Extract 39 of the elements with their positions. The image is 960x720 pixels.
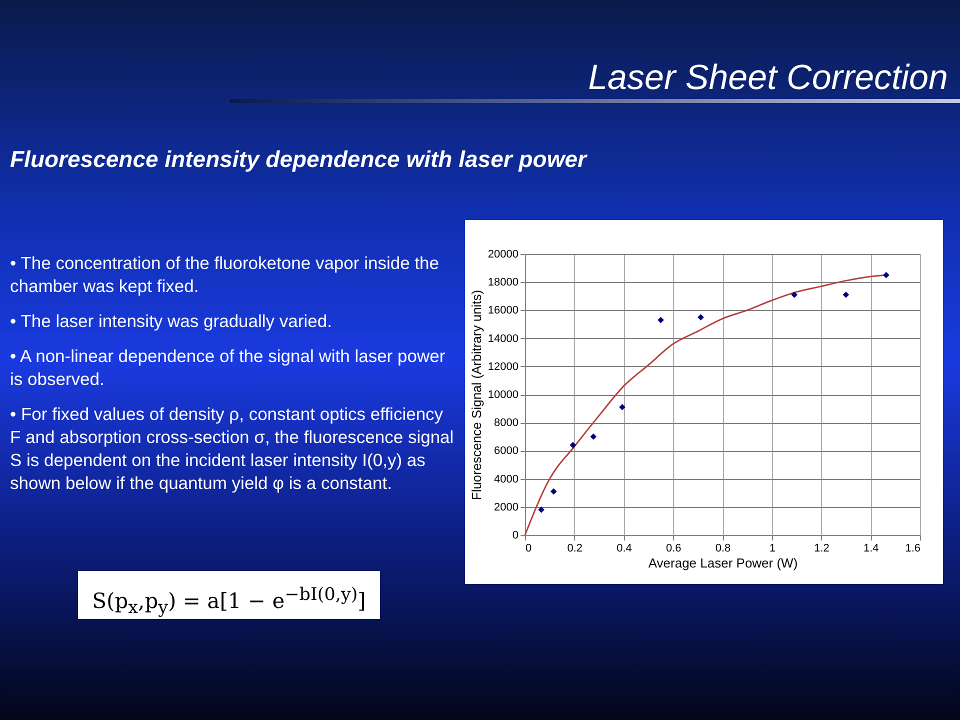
text: S(p$_{x}$,p$_{y}$) = a[1 − e$^{−bI(0,y)}$] (78, 571, 380, 619)
y-tick-label: 8000 (494, 417, 518, 430)
point (658, 316, 664, 324)
x-tick-label: 1 (769, 542, 776, 554)
text: • The laser intensity was gradually varied. (10, 310, 333, 333)
text: • The concentration of the fluoroketone vapor inside the chamber was kept fixed. (10, 252, 440, 298)
x-tick-label: 0.4 (616, 542, 632, 554)
text: • A non-linear dependence of the signal with laser power is observed. (10, 345, 446, 391)
x-tick-label: 0.2 (567, 542, 583, 554)
x-tick-label: 0.6 (666, 542, 682, 554)
point (619, 404, 626, 410)
y-tick-label: 2000 (494, 501, 518, 514)
point (698, 314, 704, 320)
text: • For fixed values of density ρ, constant optics efficiency F and absorption cross-section σ, the fluorescence signal S is dependent on the incident laser intensity I(0,y) as shown below if the quantum yield φ is a constant. (10, 403, 455, 495)
x-axis-title: Average Laser Power (W) (648, 556, 798, 570)
point (590, 433, 597, 440)
point (883, 272, 890, 278)
y-tick-label: 4000 (494, 473, 518, 486)
x-tick-label: 1.6 (905, 542, 920, 554)
x-tick-label: 1.2 (814, 542, 830, 554)
y-tick-label: 10000 (488, 389, 518, 401)
x-tick-label: 0.8 (715, 542, 731, 554)
y-tick-label: 20000 (488, 248, 518, 260)
y-tick-label: 16000 (488, 304, 518, 317)
y-tick-label: 0 (512, 530, 518, 542)
x-tick-label: 0 (526, 542, 532, 554)
x-tick-label: 1.4 (863, 542, 879, 554)
point (842, 292, 850, 298)
point (538, 506, 544, 513)
chart-title: Laser Sheet Correction (588, 58, 948, 98)
point (550, 488, 557, 495)
y-tick-label: 12000 (488, 360, 518, 373)
y-tick-label: 18000 (488, 276, 518, 289)
y-tick-label: 6000 (494, 445, 518, 458)
point (791, 292, 798, 298)
text: Fluorescence intensity dependence with laser power (10, 146, 586, 173)
y-axis-title: Fluorescence Signal (Arbitrary units) (468, 290, 484, 500)
y-tick-label: 14000 (488, 332, 518, 345)
point (570, 442, 576, 448)
